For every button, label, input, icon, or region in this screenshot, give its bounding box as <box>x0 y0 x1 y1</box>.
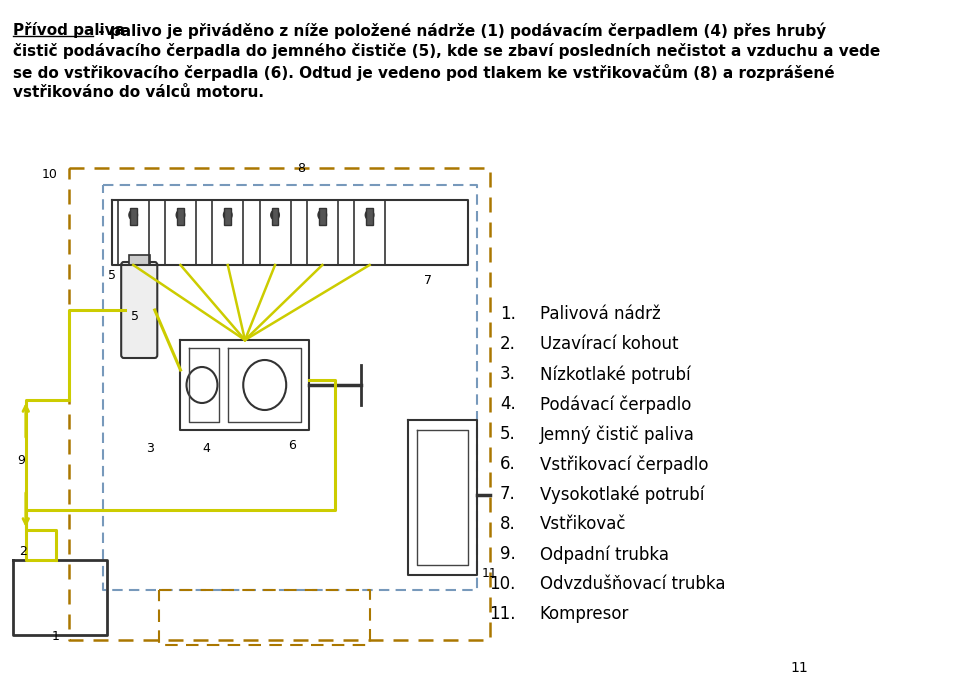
Text: vstřikováno do válců motoru.: vstřikováno do válců motoru. <box>12 85 264 100</box>
Text: 1.: 1. <box>500 305 516 323</box>
Text: 1: 1 <box>52 630 60 643</box>
Circle shape <box>366 210 373 220</box>
Text: 11: 11 <box>790 661 808 675</box>
Text: - palivo je přiváděno z níže položené nádrže (1) podávacím čerpadlem (4) přes hr: - palivo je přiváděno z níže položené ná… <box>93 22 827 39</box>
Text: Vstřikovací čerpadlo: Vstřikovací čerpadlo <box>540 455 708 473</box>
Polygon shape <box>225 208 231 225</box>
Text: 8.: 8. <box>500 515 516 533</box>
Text: 9: 9 <box>17 453 25 466</box>
Text: 8: 8 <box>297 162 305 175</box>
Text: 11.: 11. <box>490 605 516 623</box>
Text: 10: 10 <box>42 167 58 180</box>
Text: Přívod paliva: Přívod paliva <box>12 22 125 38</box>
Polygon shape <box>272 208 278 225</box>
Text: 7.: 7. <box>500 485 516 503</box>
Text: Podávací čerpadlo: Podávací čerpadlo <box>540 395 691 413</box>
Circle shape <box>318 210 326 220</box>
Text: 3: 3 <box>147 442 155 455</box>
Polygon shape <box>319 208 325 225</box>
Text: 6.: 6. <box>500 455 516 473</box>
Text: Odpadní trubka: Odpadní trubka <box>540 545 669 563</box>
Text: čistič podávacího čerpadla do jemného čističe (5), kde se zbaví posledních nečis: čistič podávacího čerpadla do jemného či… <box>12 43 880 59</box>
Text: 5: 5 <box>131 310 138 323</box>
Text: 11: 11 <box>481 567 497 580</box>
Circle shape <box>129 210 137 220</box>
Text: Vysokotlaké potrubí: Vysokotlaké potrubí <box>540 485 704 504</box>
FancyBboxPatch shape <box>121 262 157 358</box>
Text: 2: 2 <box>19 545 27 558</box>
Polygon shape <box>130 208 136 225</box>
Polygon shape <box>177 208 184 225</box>
Text: 5: 5 <box>108 269 116 281</box>
Polygon shape <box>366 208 373 225</box>
Text: 2.: 2. <box>500 335 516 353</box>
Text: se do vstřikovacího čerpadla (6). Odtud je vedeno pod tlakem ke vstřikovačům (8): se do vstřikovacího čerpadla (6). Odtud … <box>12 64 834 81</box>
Text: Odvzdušňovací trubka: Odvzdušňovací trubka <box>540 575 725 593</box>
Text: 9.: 9. <box>500 545 516 563</box>
Text: Uzavírací kohout: Uzavírací kohout <box>540 335 679 353</box>
Text: 10.: 10. <box>490 575 516 593</box>
Text: 4: 4 <box>203 442 210 455</box>
Text: Kompresor: Kompresor <box>540 605 629 623</box>
Text: 6: 6 <box>288 439 297 451</box>
Text: Palivová nádrž: Palivová nádrž <box>540 305 660 323</box>
Text: Vstřikovač: Vstřikovač <box>540 515 626 533</box>
Circle shape <box>224 210 232 220</box>
Text: Jemný čistič paliva: Jemný čistič paliva <box>540 425 695 444</box>
Text: 7: 7 <box>424 274 432 287</box>
Polygon shape <box>129 255 150 265</box>
Circle shape <box>177 210 184 220</box>
Text: 5.: 5. <box>500 425 516 443</box>
Circle shape <box>271 210 279 220</box>
Text: Nízkotlaké potrubí: Nízkotlaké potrubí <box>540 365 690 384</box>
Text: 3.: 3. <box>500 365 516 383</box>
Text: 4.: 4. <box>500 395 516 413</box>
